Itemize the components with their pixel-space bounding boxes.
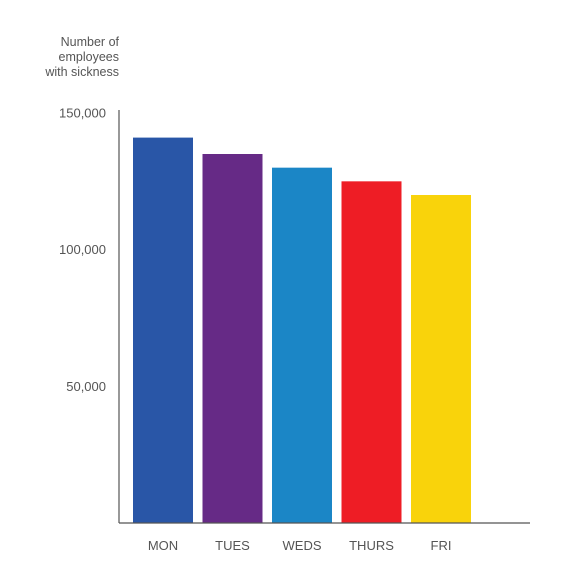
bar-thurs: [341, 181, 402, 524]
bars: [133, 137, 471, 524]
y-axis-ticks: 50,000 100,000 150,000: [59, 106, 106, 394]
bar-mon: [133, 137, 193, 523]
y-tick-label: 100,000: [59, 242, 106, 257]
x-tick-label: MON: [148, 538, 178, 553]
x-tick-label: TUES: [215, 538, 250, 553]
x-axis-ticks: MON TUES WEDS THURS FRI: [148, 538, 452, 553]
x-tick-label: WEDS: [283, 538, 322, 553]
bar-weds: [272, 167, 332, 523]
y-axis-title-line: Number of: [61, 35, 120, 49]
x-tick-label: THURS: [349, 538, 394, 553]
y-tick-label: 50,000: [66, 379, 106, 394]
bar-tues: [202, 154, 263, 523]
y-axis-title-line: with sickness: [44, 65, 119, 79]
y-tick-label: 150,000: [59, 106, 106, 121]
y-axis-title-line: employees: [59, 50, 119, 64]
axes: [118, 110, 530, 524]
bar-fri: [411, 195, 471, 523]
x-tick-label: FRI: [431, 538, 452, 553]
